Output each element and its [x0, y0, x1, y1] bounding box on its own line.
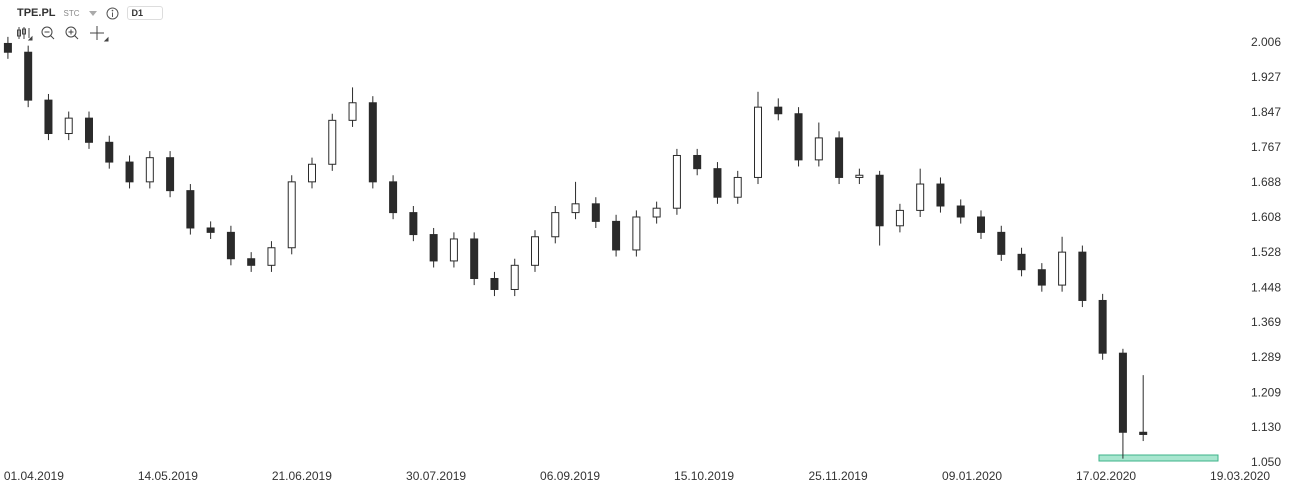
candle-body	[713, 168, 722, 198]
candle-body	[308, 163, 316, 183]
x-tick-label: 21.06.2019	[272, 469, 332, 483]
candle-body	[1037, 269, 1046, 286]
candle-body	[226, 231, 235, 260]
y-tick-label: 1.289	[1251, 350, 1281, 364]
candle-body	[429, 234, 438, 262]
candle-body	[490, 277, 499, 290]
candle-body	[105, 141, 114, 163]
candle-body	[145, 157, 154, 183]
candle-body	[895, 209, 904, 227]
y-tick-label: 1.448	[1251, 280, 1281, 294]
candle-body	[1078, 251, 1087, 301]
y-tick-label: 1.209	[1251, 385, 1281, 399]
candle-body	[470, 238, 479, 279]
candle-body	[1058, 251, 1067, 286]
y-tick-label: 1.528	[1251, 245, 1281, 259]
candle-body	[368, 102, 377, 183]
candle-body	[267, 247, 276, 266]
candle-body	[875, 174, 884, 227]
zoom-in-tool[interactable]	[65, 26, 79, 40]
dropdown-arrow[interactable]	[88, 9, 98, 17]
candle-body	[186, 190, 195, 229]
candle-body	[1098, 299, 1107, 354]
candle-body	[1017, 253, 1026, 271]
y-tick-label: 1.847	[1251, 105, 1281, 119]
candle-body	[977, 216, 986, 233]
zoom-out-tool[interactable]	[41, 26, 55, 40]
x-tick-label: 15.10.2019	[674, 469, 734, 483]
y-tick-label: 1.767	[1251, 140, 1281, 154]
candle-body	[693, 154, 702, 170]
interval-select[interactable]: D1	[126, 6, 163, 20]
candle-body	[612, 220, 621, 251]
x-tick-label: 06.09.2019	[540, 469, 600, 483]
candle-body	[409, 212, 418, 236]
candle-body	[754, 106, 763, 178]
candle-body	[733, 176, 742, 198]
candle-body	[247, 258, 256, 266]
candle-body	[64, 117, 73, 135]
candle-body	[956, 205, 965, 218]
candle-body	[936, 183, 945, 207]
candle-body	[449, 238, 458, 262]
x-tick-label: 25.11.2019	[808, 469, 867, 483]
candle-body	[166, 157, 175, 192]
candle-body	[794, 113, 803, 161]
candle-body	[3, 42, 12, 53]
x-tick-label: 30.07.2019	[406, 469, 466, 483]
candle-body	[510, 264, 519, 290]
chart-type-tool[interactable]	[17, 27, 33, 41]
selection-highlight	[1098, 454, 1219, 462]
x-tick-label: 17.02.2020	[1076, 469, 1136, 483]
candle-body	[287, 181, 296, 249]
candle-body	[835, 137, 844, 178]
y-tick-label: 1.050	[1251, 455, 1281, 469]
candle-body	[348, 102, 357, 121]
x-tick-label: 19.03.2020	[1210, 469, 1270, 483]
candle-body	[855, 174, 864, 178]
candle-body	[571, 203, 580, 214]
chart-tools	[17, 26, 109, 42]
info-icon[interactable]	[106, 7, 119, 20]
candle-body	[24, 51, 33, 101]
symbol[interactable]: TPE.PL	[17, 7, 56, 19]
candle-body	[328, 119, 337, 165]
candle-body	[997, 231, 1006, 255]
candle-body	[389, 181, 398, 214]
x-tick-label: 01.04.2019	[4, 469, 64, 483]
candle-body	[44, 99, 53, 135]
candle-body	[206, 227, 215, 233]
candle-body	[531, 236, 540, 266]
toolbar: TPE.PL STC D1	[17, 6, 163, 20]
y-tick-label: 1.688	[1251, 175, 1281, 189]
y-tick-label: 1.608	[1251, 210, 1281, 224]
candle-body	[1139, 431, 1148, 435]
candle-body	[1118, 352, 1127, 433]
y-tick-label: 1.927	[1251, 70, 1281, 84]
x-tick-label: 09.01.2020	[942, 469, 1002, 483]
candle-body	[916, 183, 925, 211]
y-tick-label: 1.369	[1251, 315, 1281, 329]
candle-body	[84, 117, 93, 143]
y-tick-label: 2.006	[1251, 35, 1281, 49]
candle-body	[591, 203, 600, 222]
x-tick-label: 14.05.2019	[138, 469, 198, 483]
candle-body	[652, 207, 661, 218]
market[interactable]: STC	[63, 8, 80, 18]
candle-body	[125, 161, 134, 183]
candle-body	[672, 154, 681, 209]
candle-body	[774, 106, 783, 115]
y-tick-label: 1.130	[1251, 420, 1281, 434]
candle-body	[551, 212, 560, 238]
pan-tool[interactable]	[90, 26, 109, 42]
candle-body	[814, 137, 823, 161]
candle-body	[632, 216, 641, 251]
